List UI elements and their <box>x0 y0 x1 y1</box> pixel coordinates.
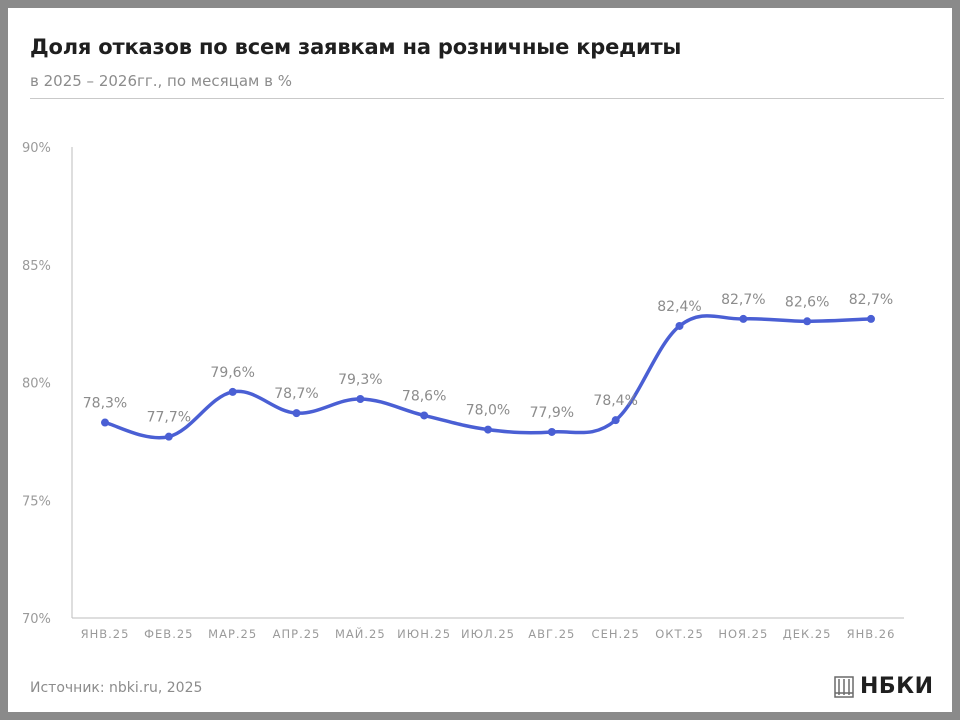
data-point <box>420 411 429 420</box>
data-label: 77,9% <box>530 405 574 421</box>
data-point <box>292 409 301 418</box>
data-point <box>164 432 173 441</box>
data-labels: 78,3% 77,7% 79,6% 78,7% 79,3% 78,6% 78,0% 77,9%… <box>83 292 893 426</box>
data-label: 79,3% <box>338 372 382 388</box>
line-chart: 70% 75% 80% 85% 90% ЯНВ.25 ФЕВ.25 МАР.25 АПР.25… <box>22 141 904 641</box>
data-label: 82,4% <box>657 299 701 315</box>
data-label: 82,7% <box>849 292 893 308</box>
data-label: 78,7% <box>274 386 318 402</box>
chart-title: Доля отказов по всем заявкам на розничны… <box>30 35 682 59</box>
x-tick-label: ИЮЛ.25 <box>461 627 515 641</box>
data-point <box>867 314 875 323</box>
data-label: 78,0% <box>466 403 510 419</box>
chart-subtitle: в 2025 – 2026гг., по месяцам в % <box>30 72 292 90</box>
x-tick-label: НОЯ.25 <box>718 627 768 641</box>
data-label: 79,6% <box>210 365 254 381</box>
header-divider <box>30 98 944 99</box>
chart-card: Доля отказов по всем заявкам на розничны… <box>8 8 952 712</box>
source-note: Источник: nbki.ru, 2025 <box>30 680 203 696</box>
y-axis: 70% 75% 80% 85% 90% <box>22 141 73 627</box>
data-point <box>101 418 109 427</box>
data-point <box>675 321 684 330</box>
data-point <box>611 416 620 425</box>
data-label: 78,6% <box>402 388 446 404</box>
x-tick-label: МАЙ.25 <box>335 626 386 641</box>
y-tick-label: 80% <box>22 377 51 392</box>
x-tick-label: АВГ.25 <box>528 627 575 641</box>
data-label: 82,6% <box>785 294 829 310</box>
data-point <box>356 394 365 403</box>
x-tick-label: ЯНВ.26 <box>847 627 896 641</box>
x-tick-label: ЯНВ.25 <box>81 627 130 641</box>
data-point <box>484 425 492 434</box>
data-label: 82,7% <box>721 292 765 308</box>
x-tick-label: ИЮН.25 <box>397 627 451 641</box>
y-tick-label: 85% <box>22 259 51 274</box>
data-point <box>739 314 748 323</box>
x-tick-label: ДЕК.25 <box>783 627 832 641</box>
x-tick-label: ФЕВ.25 <box>144 627 193 641</box>
x-tick-label: МАР.25 <box>208 627 257 641</box>
data-label: 77,7% <box>147 410 191 426</box>
y-tick-label: 75% <box>22 494 51 509</box>
x-tick-label: СЕН.25 <box>592 627 640 641</box>
y-tick-label: 90% <box>22 141 51 156</box>
nbki-logo: НБКИ <box>834 674 934 699</box>
y-tick-label: 70% <box>22 612 51 627</box>
data-label: 78,3% <box>83 396 127 412</box>
data-label: 78,4% <box>593 393 637 409</box>
logo-text: НБКИ <box>860 674 934 699</box>
data-point <box>547 427 556 436</box>
x-tick-label: АПР.25 <box>273 627 321 641</box>
data-point <box>803 317 812 326</box>
data-point <box>228 387 237 396</box>
x-axis: ЯНВ.25 ФЕВ.25 МАР.25 АПР.25 МАЙ.25 ИЮН.25 ИЮЛ.… <box>72 617 904 641</box>
building-icon <box>834 675 854 698</box>
data-points <box>101 314 875 441</box>
x-tick-label: ОКТ.25 <box>655 627 704 641</box>
